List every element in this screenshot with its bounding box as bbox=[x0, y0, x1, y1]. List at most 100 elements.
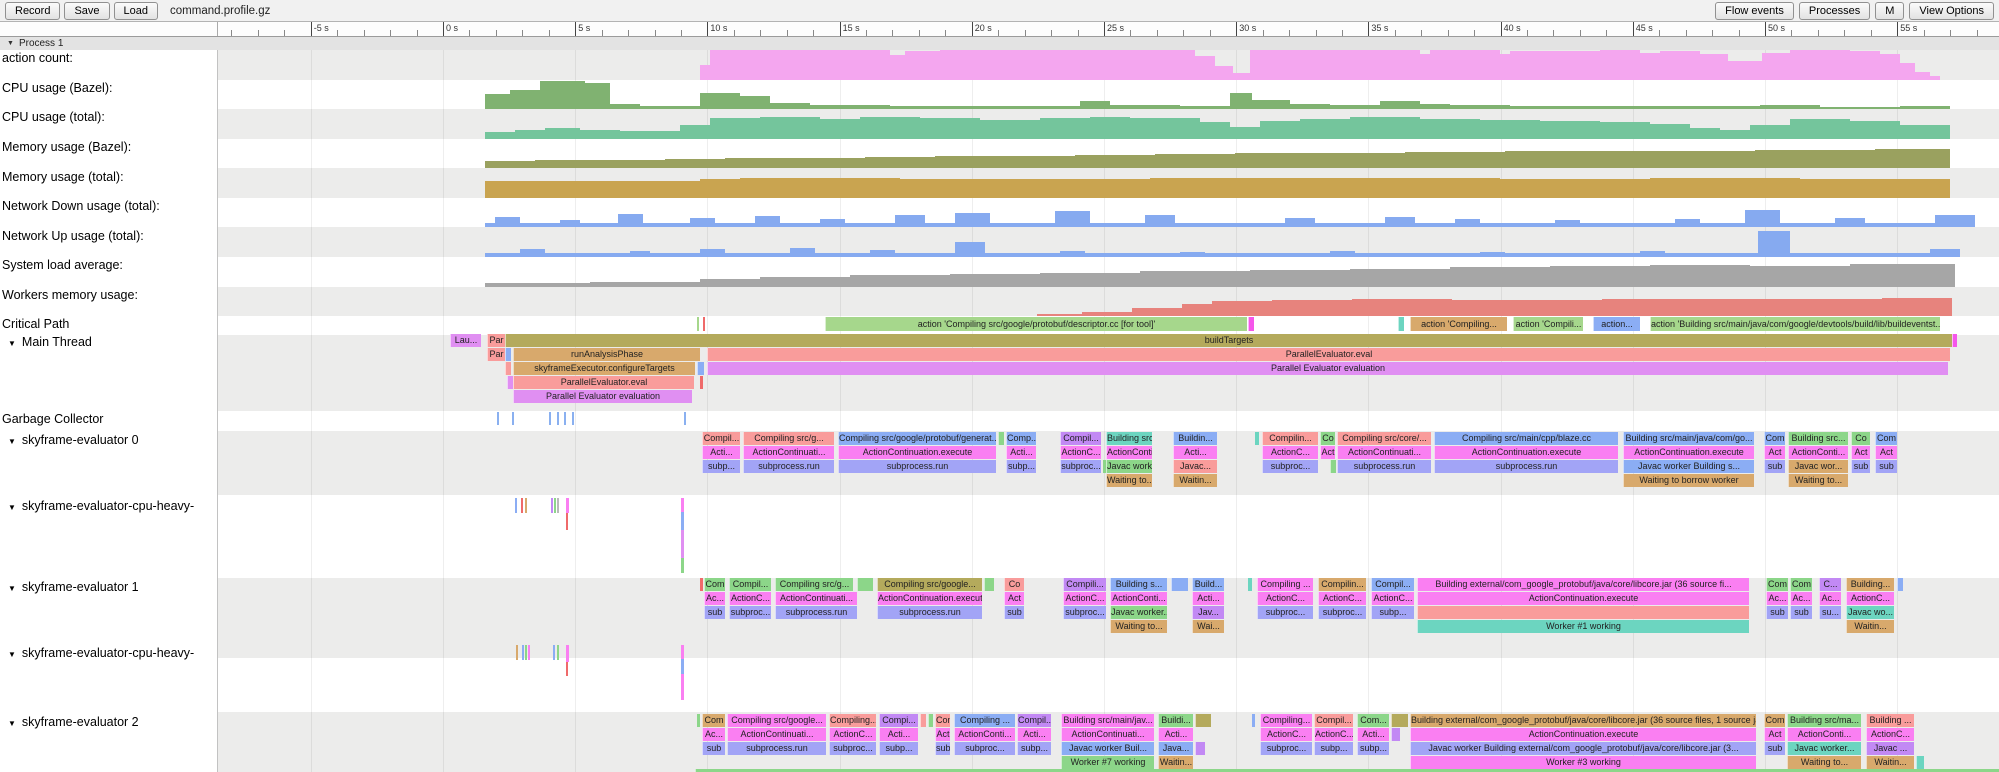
trace-event-skyframe-evaluator-0[interactable] bbox=[998, 432, 1004, 445]
trace-event-skyframe-evaluator-0[interactable]: ActionContinuati... bbox=[1337, 446, 1431, 459]
counter-track-network-up-usage-total-[interactable] bbox=[0, 227, 1999, 257]
event-tick[interactable] bbox=[566, 498, 569, 513]
trace-event-skyframe-evaluator-2[interactable]: Worker #7 working bbox=[1061, 756, 1154, 769]
trace-event-skyframe-evaluator-1[interactable]: Compil... bbox=[729, 578, 771, 591]
trace-event-main-thread[interactable]: Lau... bbox=[450, 334, 481, 347]
trace-event-skyframe-evaluator-1[interactable]: Compiling src/g... bbox=[775, 578, 853, 591]
trace-event-skyframe-evaluator-2[interactable]: subp... bbox=[879, 742, 918, 755]
event-tick[interactable] bbox=[566, 645, 569, 662]
trace-event-skyframe-evaluator-2[interactable]: Building ... bbox=[1866, 714, 1914, 727]
trace-event-skyframe-evaluator-0[interactable]: subproc... bbox=[1060, 460, 1101, 473]
trace-event-skyframe-evaluator-0[interactable]: Javac... bbox=[1173, 460, 1217, 473]
trace-event-skyframe-evaluator-0[interactable]: Compil... bbox=[702, 432, 740, 445]
trace-event-skyframe-evaluator-2[interactable]: Javac worker Building external/com_googl… bbox=[1410, 742, 1756, 755]
trace-event-skyframe-evaluator-2[interactable]: Acti... bbox=[1357, 728, 1389, 741]
event-tick[interactable] bbox=[554, 498, 556, 513]
trace-event-skyframe-evaluator-0[interactable]: Com bbox=[1764, 432, 1785, 445]
trace-event-main-thread[interactable] bbox=[1952, 334, 1957, 347]
trace-event-skyframe-evaluator-1[interactable]: Worker #1 working bbox=[1417, 620, 1749, 633]
trace-event-skyframe-evaluator-1[interactable]: Act bbox=[1004, 592, 1024, 605]
toolbar-button-record[interactable]: Record bbox=[5, 1, 61, 20]
event-tick[interactable] bbox=[681, 558, 684, 573]
trace-event-skyframe-evaluator-0[interactable]: Com bbox=[1875, 432, 1897, 445]
trace-event-skyframe-evaluator-1[interactable]: sub bbox=[704, 606, 725, 619]
trace-event-skyframe-evaluator-0[interactable]: ActionContinuation.execute bbox=[1623, 446, 1754, 459]
trace-event-skyframe-evaluator-2[interactable]: ActionC... bbox=[829, 728, 876, 741]
trace-event-skyframe-evaluator-1[interactable]: ActionC... bbox=[1846, 592, 1894, 605]
trace-event-skyframe-evaluator-1[interactable]: ActionContinuation.execute bbox=[877, 592, 982, 605]
track-label-skyframe-evaluator-0[interactable]: ▼ skyframe-evaluator 0 bbox=[8, 433, 139, 447]
event-tick[interactable] bbox=[681, 498, 684, 512]
trace-event-skyframe-evaluator-2[interactable]: Javac worker Buil... bbox=[1061, 742, 1154, 755]
trace-event-skyframe-evaluator-1[interactable]: ActionC... bbox=[729, 592, 771, 605]
trace-event-skyframe-evaluator-1[interactable]: ActionContinuati... bbox=[775, 592, 857, 605]
trace-event-skyframe-evaluator-1[interactable]: ActionConti... bbox=[1110, 592, 1167, 605]
trace-event-skyframe-evaluator-1[interactable]: Compiling src/google... bbox=[877, 578, 982, 591]
trace-event-critical-path[interactable] bbox=[697, 317, 699, 331]
trace-event-skyframe-evaluator-2[interactable]: Compil... bbox=[1017, 714, 1051, 727]
event-tick[interactable] bbox=[566, 513, 568, 530]
trace-event-skyframe-evaluator-1[interactable] bbox=[857, 578, 873, 591]
trace-event-skyframe-evaluator-1[interactable]: Ac... bbox=[704, 592, 725, 605]
trace-event-skyframe-evaluator-1[interactable]: subproc... bbox=[1257, 606, 1313, 619]
trace-event-skyframe-evaluator-0[interactable]: Buildin... bbox=[1173, 432, 1217, 445]
track-label-skyframe-evaluator-cpu-heavy-[interactable]: ▼ skyframe-evaluator-cpu-heavy- bbox=[8, 499, 194, 513]
trace-event-skyframe-evaluator-0[interactable]: ActionC... bbox=[1262, 446, 1318, 459]
trace-event-skyframe-evaluator-0[interactable]: subprocess.run bbox=[1337, 460, 1431, 473]
trace-event-skyframe-evaluator-2[interactable]: subproc... bbox=[1260, 742, 1312, 755]
trace-event-skyframe-evaluator-2[interactable]: subprocess.run bbox=[727, 742, 826, 755]
event-tick[interactable] bbox=[684, 412, 686, 425]
trace-event-skyframe-evaluator-2[interactable]: ActionC... bbox=[1260, 728, 1312, 741]
trace-event-skyframe-evaluator-0[interactable]: Compil... bbox=[1060, 432, 1101, 445]
trace-event-main-thread[interactable]: ParallelEvaluator.eval bbox=[707, 348, 1950, 361]
event-tick[interactable] bbox=[557, 412, 559, 425]
trace-event-skyframe-evaluator-0[interactable]: sub bbox=[1875, 460, 1897, 473]
trace-event-skyframe-evaluator-0[interactable]: sub bbox=[1764, 460, 1785, 473]
trace-event-main-thread[interactable]: runAnalysisPhase bbox=[513, 348, 700, 361]
trace-event-main-thread[interactable]: Par bbox=[487, 348, 505, 361]
trace-event-main-thread[interactable]: ParallelEvaluator.eval bbox=[513, 376, 694, 389]
trace-event-skyframe-evaluator-1[interactable] bbox=[1417, 606, 1749, 619]
trace-event-skyframe-evaluator-0[interactable]: Acti... bbox=[702, 446, 740, 459]
trace-event-skyframe-evaluator-1[interactable] bbox=[1897, 578, 1903, 591]
trace-event-skyframe-evaluator-2[interactable]: Compiling src/google... bbox=[727, 714, 826, 727]
trace-event-skyframe-evaluator-1[interactable]: Build... bbox=[1192, 578, 1224, 591]
trace-event-skyframe-evaluator-2[interactable]: Building src/main/jav... bbox=[1061, 714, 1154, 727]
event-tick[interactable] bbox=[557, 498, 559, 513]
collapse-arrow-icon[interactable]: ▼ bbox=[8, 503, 16, 512]
trace-event-skyframe-evaluator-0[interactable]: Building src... bbox=[1788, 432, 1848, 445]
trace-event-skyframe-evaluator-0[interactable] bbox=[1330, 460, 1336, 473]
toolbar-button-load[interactable]: Load bbox=[113, 1, 159, 20]
event-tick[interactable] bbox=[681, 674, 684, 700]
trace-event-skyframe-evaluator-1[interactable]: subproc... bbox=[1318, 606, 1366, 619]
trace-event-skyframe-evaluator-2[interactable]: subp... bbox=[1314, 742, 1353, 755]
trace-event-skyframe-evaluator-1[interactable]: Wai... bbox=[1192, 620, 1224, 633]
trace-event-critical-path[interactable]: action 'Compiling src/google/protobuf/de… bbox=[825, 317, 1247, 331]
trace-event-skyframe-evaluator-2[interactable] bbox=[1195, 742, 1205, 755]
trace-event-skyframe-evaluator-2[interactable]: Acti... bbox=[1158, 728, 1193, 741]
trace-event-skyframe-evaluator-1[interactable]: ActionC... bbox=[1318, 592, 1366, 605]
trace-event-main-thread[interactable] bbox=[505, 348, 511, 361]
track-label-skyframe-evaluator-2[interactable]: ▼ skyframe-evaluator 2 bbox=[8, 715, 139, 729]
trace-event-main-thread[interactable]: Parallel Evaluator evaluation bbox=[707, 362, 1948, 375]
trace-event-skyframe-evaluator-0[interactable]: Javac worker Building s... bbox=[1623, 460, 1754, 473]
event-tick[interactable] bbox=[497, 412, 499, 425]
trace-event-skyframe-evaluator-1[interactable]: Waitin... bbox=[1846, 620, 1894, 633]
counter-track-memory-usage-bazel-[interactable] bbox=[0, 139, 1999, 168]
timeline-ruler[interactable]: -5 s 0 s 5 s 10 s 15 s 20 s 25 s 30 s 35 s 40 s 45… bbox=[0, 22, 1999, 36]
trace-event-skyframe-evaluator-1[interactable]: Compili... bbox=[1063, 578, 1106, 591]
trace-event-skyframe-evaluator-0[interactable]: Compilin... bbox=[1262, 432, 1318, 445]
trace-event-skyframe-evaluator-1[interactable] bbox=[984, 578, 994, 591]
trace-event-skyframe-evaluator-2[interactable]: Com... bbox=[1357, 714, 1389, 727]
trace-event-main-thread[interactable] bbox=[697, 362, 704, 375]
trace-event-skyframe-evaluator-2[interactable]: Com bbox=[935, 714, 950, 727]
trace-event-skyframe-evaluator-1[interactable]: Building s... bbox=[1110, 578, 1167, 591]
collapse-arrow-icon[interactable]: ▼ bbox=[8, 339, 16, 348]
trace-event-skyframe-evaluator-2[interactable]: Javac worker... bbox=[1787, 742, 1861, 755]
trace-event-skyframe-evaluator-1[interactable]: Com bbox=[704, 578, 725, 591]
trace-event-skyframe-evaluator-0[interactable]: subprocess.run bbox=[743, 460, 834, 473]
event-tick[interactable] bbox=[512, 412, 514, 425]
event-tick[interactable] bbox=[522, 645, 524, 660]
trace-event-main-thread[interactable]: skyframeExecutor.configureTargets bbox=[513, 362, 695, 375]
